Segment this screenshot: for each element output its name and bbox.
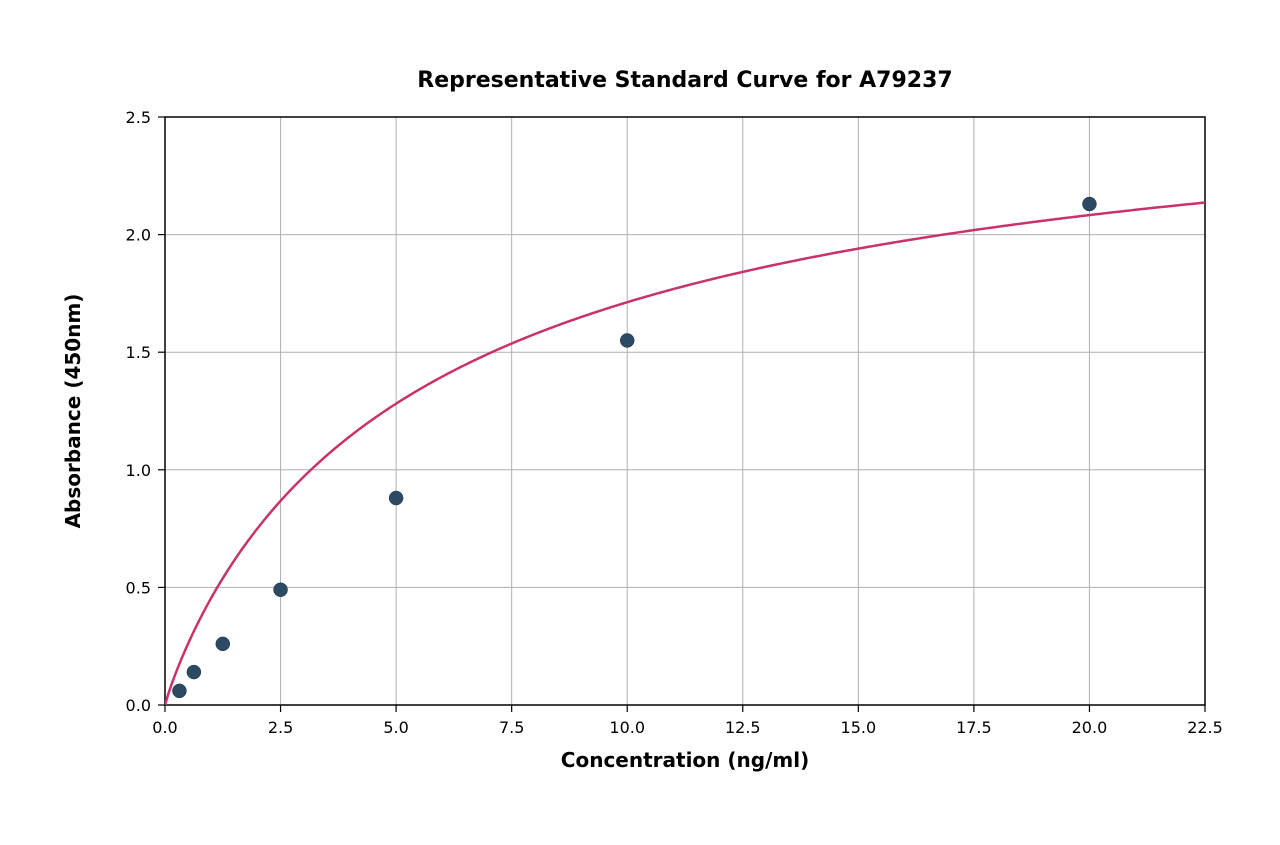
chart-container: 0.0 2.5 5.0 7.5 10.0 12.5 15.0 17.5 20.0 22.5 0.0 0… bbox=[0, 0, 1280, 845]
y-tick-label: 2.5 bbox=[126, 108, 151, 127]
y-tick-label: 0.5 bbox=[126, 578, 151, 597]
x-tick-label: 22.5 bbox=[1187, 718, 1223, 737]
data-point bbox=[216, 637, 230, 651]
x-tick-label: 10.0 bbox=[609, 718, 645, 737]
x-tick-label: 5.0 bbox=[383, 718, 408, 737]
x-tick-label: 20.0 bbox=[1072, 718, 1108, 737]
y-tick-label: 1.5 bbox=[126, 343, 151, 362]
data-point bbox=[389, 491, 403, 505]
y-axis-label: Absorbance (450nm) bbox=[61, 294, 85, 529]
x-tick-label: 15.0 bbox=[841, 718, 877, 737]
y-tick-label: 0.0 bbox=[126, 696, 151, 715]
data-point bbox=[172, 684, 186, 698]
x-tick-label: 0.0 bbox=[152, 718, 177, 737]
data-point bbox=[1082, 197, 1096, 211]
x-tick-label: 7.5 bbox=[499, 718, 524, 737]
data-point bbox=[274, 583, 288, 597]
y-tick-label: 1.0 bbox=[126, 461, 151, 480]
x-tick-label: 12.5 bbox=[725, 718, 761, 737]
x-tick-label: 2.5 bbox=[268, 718, 293, 737]
y-tick-label: 2.0 bbox=[126, 226, 151, 245]
data-point bbox=[187, 665, 201, 679]
chart-svg: 0.0 2.5 5.0 7.5 10.0 12.5 15.0 17.5 20.0 22.5 0.0 0… bbox=[0, 0, 1280, 845]
x-tick-label: 17.5 bbox=[956, 718, 992, 737]
x-axis-label: Concentration (ng/ml) bbox=[561, 748, 809, 772]
data-point bbox=[620, 333, 634, 347]
chart-title: Representative Standard Curve for A79237 bbox=[417, 68, 952, 93]
plot-area bbox=[165, 117, 1205, 705]
